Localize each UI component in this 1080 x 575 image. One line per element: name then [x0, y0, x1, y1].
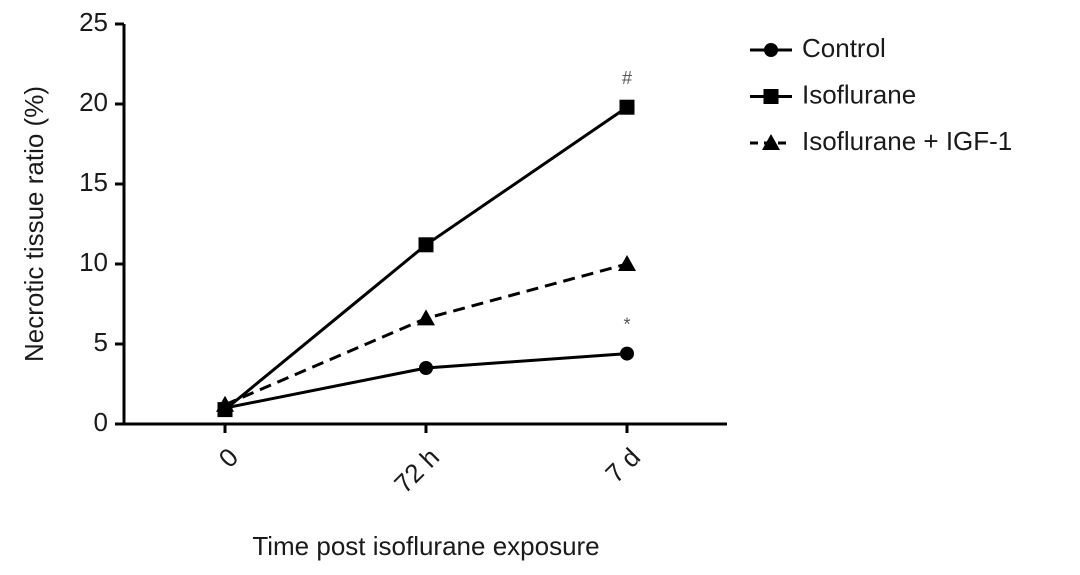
y-tick-label: 5: [94, 327, 108, 357]
legend-marker: [762, 134, 780, 150]
data-point: [216, 395, 234, 412]
legend-label: Isoflurane: [802, 79, 916, 109]
x-tick-label: 72 h: [388, 442, 445, 499]
y-tick-label: 25: [79, 7, 108, 37]
data-point: [419, 361, 433, 375]
data-point: [418, 237, 434, 253]
legend-label: Isoflurane + IGF-1: [802, 126, 1012, 156]
y-tick-label: 20: [79, 87, 108, 117]
legend-marker: [763, 89, 779, 104]
data-point: [620, 346, 634, 361]
data-point: [618, 255, 636, 271]
x-axis-title: Time post isoflurane exposure: [252, 531, 599, 561]
series-line: [224, 262, 628, 407]
x-tick-label: 0: [213, 442, 244, 473]
data-point: [417, 309, 435, 326]
y-tick-label: 0: [94, 407, 108, 437]
y-axis-title: Necrotic tissue ratio (%): [19, 86, 49, 362]
data-point: [619, 99, 635, 115]
legend-label: Control: [802, 33, 886, 63]
y-tick-label: 10: [79, 247, 108, 277]
legend-marker: [764, 43, 778, 57]
x-tick-label: 7 d: [599, 442, 646, 489]
annotation: *: [623, 314, 630, 334]
annotation: #: [622, 68, 632, 88]
y-tick-label: 15: [79, 167, 108, 197]
